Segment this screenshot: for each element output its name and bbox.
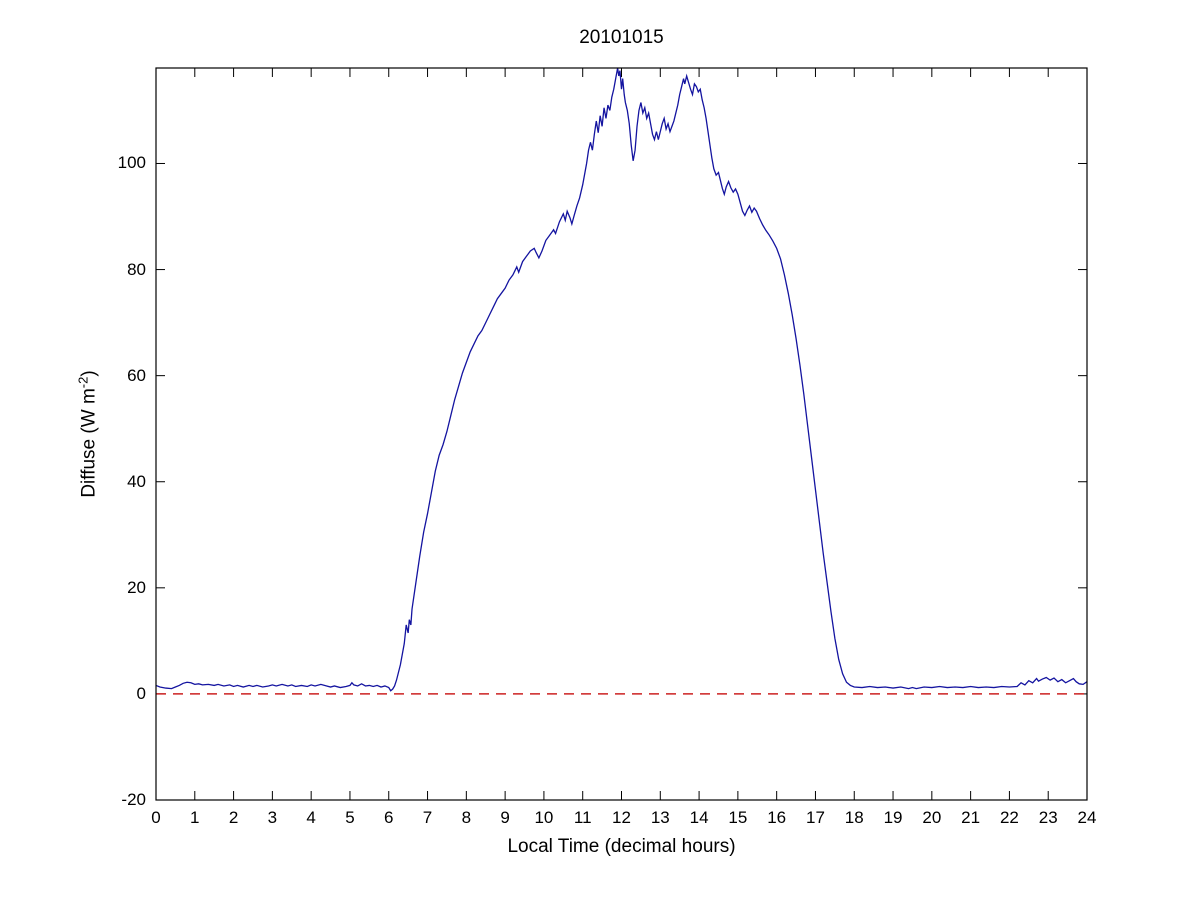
x-tick-label: 22	[999, 808, 1019, 827]
x-tick-label: 0	[151, 808, 161, 827]
x-tick-label: 21	[961, 808, 981, 827]
x-tick-label: 11	[573, 808, 592, 827]
diffuse-irradiance-line	[155, 67, 1088, 692]
x-tick-label: 1	[190, 808, 200, 827]
plot-border	[155, 67, 1088, 801]
x-tick-label: 17	[805, 808, 825, 827]
x-tick-label: 16	[767, 808, 787, 827]
x-tick-label: 7	[422, 808, 433, 827]
x-tick-label: 10	[534, 808, 554, 827]
x-tick-label: 24	[1077, 808, 1097, 827]
y-tick-label: 60	[127, 365, 146, 385]
x-tick-label: 9	[500, 808, 510, 827]
x-axis-label: Local Time (decimal hours)	[507, 836, 736, 857]
x-tick-label: 18	[844, 808, 864, 827]
x-tick-label: 5	[345, 808, 355, 827]
x-tick-label: 6	[384, 808, 394, 827]
x-tick-label: 23	[1038, 808, 1058, 827]
x-tick-label: 12	[612, 808, 631, 827]
x-tick-label: 19	[883, 808, 903, 827]
x-tick-label: 8	[461, 808, 472, 827]
x-tick-label: 13	[650, 808, 670, 827]
x-tick-label: 2	[228, 808, 239, 827]
y-tick-label: 100	[117, 153, 146, 173]
x-tick-label: 14	[689, 808, 709, 827]
chart-title: 20101015	[579, 27, 664, 48]
y-tick-label: 0	[136, 683, 146, 703]
x-tick-label: 20	[922, 808, 942, 827]
x-tick-label: 4	[306, 808, 316, 827]
x-tick-label: 15	[728, 808, 748, 827]
x-tick-label: 3	[267, 808, 278, 827]
y-tick-label: 40	[127, 471, 146, 491]
y-tick-label: -20	[121, 790, 146, 809]
y-tick-label: 80	[127, 259, 146, 279]
y-tick-label: 20	[127, 577, 146, 597]
